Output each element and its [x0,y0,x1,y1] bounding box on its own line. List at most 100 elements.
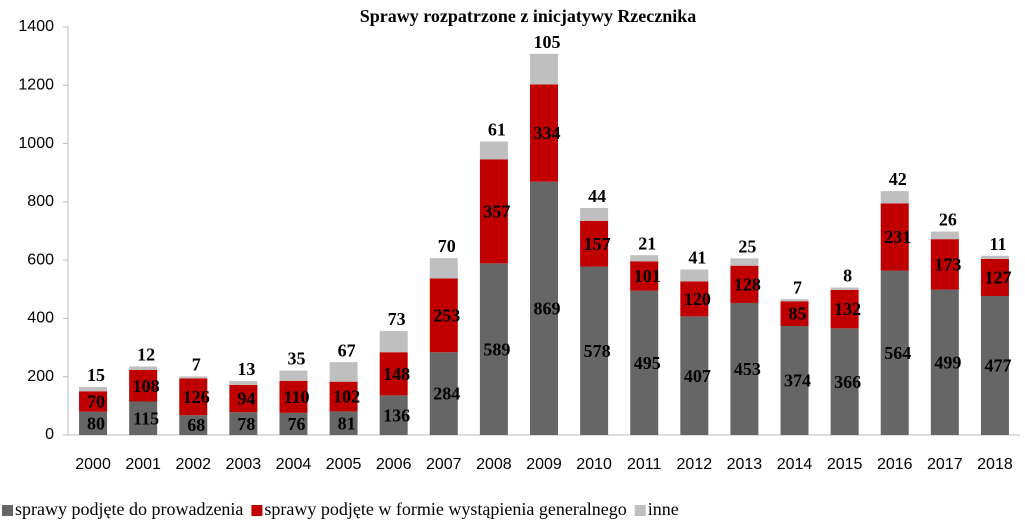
bar-segment [580,266,609,435]
bar-segment [880,270,909,435]
x-tick-label: 2010 [576,456,612,473]
bar-segment [680,281,709,317]
legend-label: sprawy podjęte w formie wystąpienia gene… [264,499,626,519]
bar-segment [129,401,158,435]
data-label: 132 [834,299,861,319]
data-label: 101 [634,266,661,286]
bar-segment [730,265,759,303]
data-label: 78 [237,414,255,434]
bar-segment [530,181,558,435]
y-tick-label: 600 [27,251,54,268]
data-label: 115 [133,408,159,428]
legend-swatch [251,505,263,516]
data-label: 70 [438,236,456,256]
bar-segment [179,415,208,435]
bar-segment [930,231,959,240]
data-label: 35 [287,349,305,369]
data-label: 231 [884,227,911,247]
bar-segment [580,207,609,221]
y-tick-label: 0 [45,426,54,443]
x-tick-label: 2001 [125,456,161,473]
data-label: 68 [187,415,205,435]
data-label: 7 [793,277,802,297]
bar-segment [429,258,458,279]
x-tick-label: 2005 [326,456,362,473]
data-label: 61 [488,120,506,140]
y-tick-label: 1200 [18,77,54,94]
data-label: 136 [383,405,410,425]
data-label: 564 [884,343,911,363]
data-label: 67 [338,340,356,360]
bar-segment [880,191,909,204]
bar-segment [930,239,959,290]
data-label: 85 [789,304,807,324]
data-label: 173 [934,254,961,274]
bar-segment [680,269,709,282]
data-label: 25 [738,237,756,257]
y-tick-label: 800 [27,193,54,210]
bar-segment [329,411,358,435]
x-tick-label: 2015 [827,456,863,473]
bar-segment [329,362,358,382]
x-tick-label: 2008 [476,456,512,473]
data-label: 21 [638,233,656,253]
bar-segment [129,370,158,402]
chart-title: Sprawy rozpatrzone z inicjatywy Rzecznik… [360,6,697,26]
bar-segment [630,290,659,435]
bar-segment [479,263,508,435]
bar-segment [880,203,909,271]
bar-segment [530,84,558,182]
data-label: 407 [684,366,711,386]
data-label: 127 [984,268,1011,288]
bar-segment [229,412,258,435]
data-label: 869 [534,298,561,318]
bar-segment [730,302,759,435]
x-tick-label: 2007 [426,456,462,473]
bar-segment [630,261,659,291]
x-tick-label: 2006 [376,456,412,473]
data-label: 120 [684,289,711,309]
bar-segment [830,289,859,329]
bar-segment [630,255,659,262]
y-tick-label: 200 [27,368,54,385]
bar-segment [379,395,408,435]
bar-segment [329,381,358,412]
data-label: 284 [433,384,460,404]
data-label: 76 [287,414,305,434]
data-label: 477 [984,356,1011,376]
data-label: 495 [634,353,661,373]
data-label: 8 [843,266,852,286]
data-label: 12 [137,345,155,365]
bar-segment [780,299,809,302]
x-tick-label: 2002 [175,456,211,473]
bar-segment [530,53,558,85]
bar-segment [279,380,308,413]
x-tick-label: 2003 [226,456,262,473]
data-label: 374 [784,371,811,391]
data-label: 26 [939,210,957,230]
data-label: 453 [734,359,761,379]
bar-segment [179,378,208,416]
legend-label: sprawy podjęte do prowadzenia [15,499,243,519]
data-label: 94 [237,389,255,409]
data-label: 366 [834,372,861,392]
x-tick-label: 2018 [977,456,1013,473]
bar-segment [479,159,508,264]
x-tick-label: 2004 [276,456,312,473]
data-label: 499 [934,352,961,372]
data-label: 253 [433,305,460,325]
x-tick-label: 2013 [727,456,763,473]
data-label: 334 [534,123,561,143]
bar-segment [429,278,458,353]
bar-segment [179,376,208,379]
x-tick-label: 2012 [677,456,713,473]
bar-segment [830,287,859,290]
data-label: 105 [534,32,561,52]
data-label: 148 [383,364,410,384]
data-label: 578 [584,341,611,361]
data-label: 70 [87,392,105,412]
data-label: 110 [283,387,309,407]
data-label: 41 [688,248,706,268]
data-label: 11 [989,234,1006,254]
bar-segment [980,255,1009,259]
